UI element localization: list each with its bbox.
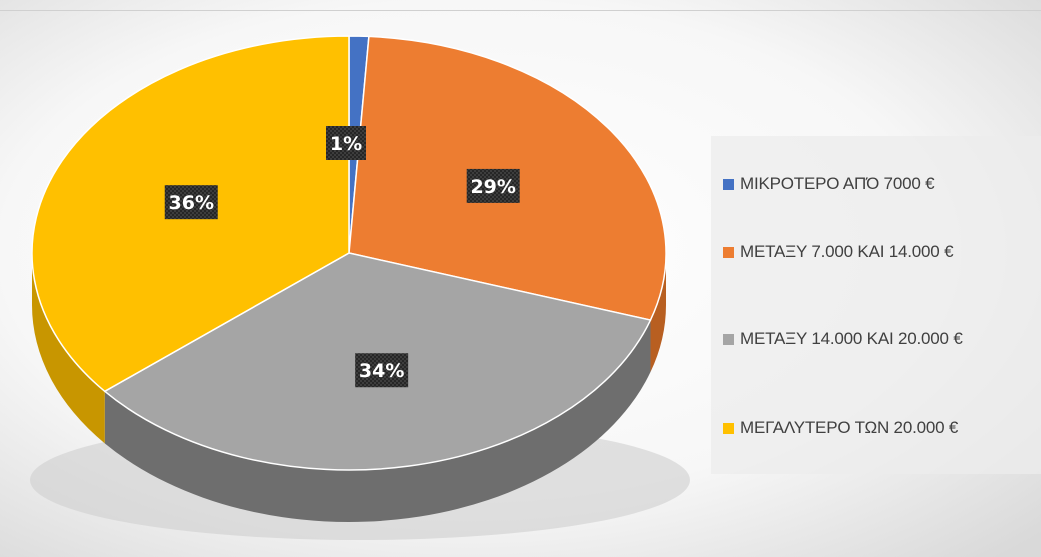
slice-2-data-label-box [466,168,520,203]
legend-entry-2: ΜΕΤΑΞΥ 7.000 ΚΑΙ 14.000 € [723,240,954,264]
slice-2-data-label-text: 29% [470,176,515,198]
slice-3-data-label: 34% [355,353,409,388]
legend-swatch-2 [723,246,734,258]
pie-top-layer [31,35,667,471]
legend-label-3: ΜΕΤΑΞΥ 14.000 ΚΑΙ 20.000 € [740,329,963,348]
legend-entry-1: ΜΙΚΡΟΤΕΡΟ ΑΠΌ 7000 € [723,172,935,196]
slice-4-side [32,253,105,444]
slice-1-data-label-text: 1% [330,133,362,155]
legend-swatch-4 [723,422,734,434]
slice-4-data-label-box [164,185,218,220]
pie-label-layer: 1% 29% 34% 36% [164,126,520,388]
pie-side-layer [32,253,666,523]
slice-2-side [650,253,666,373]
legend: ΜΙΚΡΟΤΕΡΟ ΑΠΌ 7000 € ΜΕΤΑΞΥ 7.000 ΚΑΙ 14.… [711,136,1041,474]
slice-2-data-label: 29% [466,168,520,203]
slice-1-data-label: 1% [326,126,366,160]
slice-3-side [104,320,651,523]
slice-3-data-label-box [355,353,409,388]
legend-label-2: ΜΕΤΑΞΥ 7.000 ΚΑΙ 14.000 € [740,242,954,261]
legend-swatch-1 [723,178,734,190]
slice-4-data-label: 36% [164,185,218,220]
legend-entry-3: ΜΕΤΑΞΥ 14.000 ΚΑΙ 20.000 € [723,327,963,351]
legend-swatch-3 [723,333,734,345]
legend-entry-4: ΜΕΓΑΛΥΤΕΡΟ ΤΩΝ 20.000 € [723,416,958,440]
legend-label-4: ΜΕΓΑΛΥΤΕΡΟ ΤΩΝ 20.000 € [740,418,959,437]
slice-3-data-label-text: 34% [359,360,404,382]
legend-label-1: ΜΙΚΡΟΤΕΡΟ ΑΠΌ 7000 € [740,174,935,193]
slice-1-data-label-box [326,126,366,160]
slice-4-data-label-text: 36% [169,192,214,214]
